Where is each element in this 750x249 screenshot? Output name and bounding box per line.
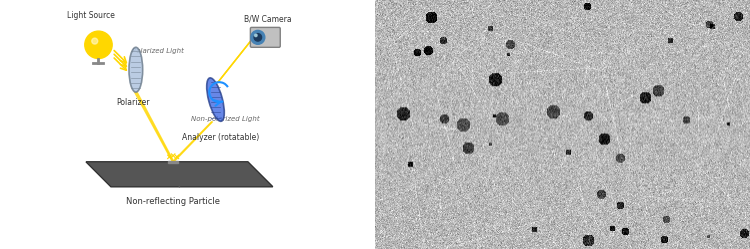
Text: Light Source: Light Source — [67, 11, 115, 20]
Circle shape — [92, 38, 98, 44]
Circle shape — [251, 30, 265, 44]
Polygon shape — [86, 162, 273, 187]
Polygon shape — [86, 162, 273, 187]
Bar — [168, 161, 178, 163]
Text: Polarized Light: Polarized Light — [132, 47, 184, 54]
Text: B/W Camera: B/W Camera — [244, 15, 292, 24]
Circle shape — [85, 31, 112, 59]
Text: Non-polarized Light: Non-polarized Light — [190, 116, 260, 122]
Circle shape — [254, 34, 257, 37]
Text: Non-reflecting Particle: Non-reflecting Particle — [126, 197, 220, 206]
FancyBboxPatch shape — [251, 27, 280, 47]
Ellipse shape — [207, 78, 224, 121]
Text: Analyzer (rotatable): Analyzer (rotatable) — [182, 133, 259, 142]
Text: Polarizer: Polarizer — [116, 98, 150, 107]
Circle shape — [254, 34, 262, 41]
Ellipse shape — [129, 47, 142, 92]
